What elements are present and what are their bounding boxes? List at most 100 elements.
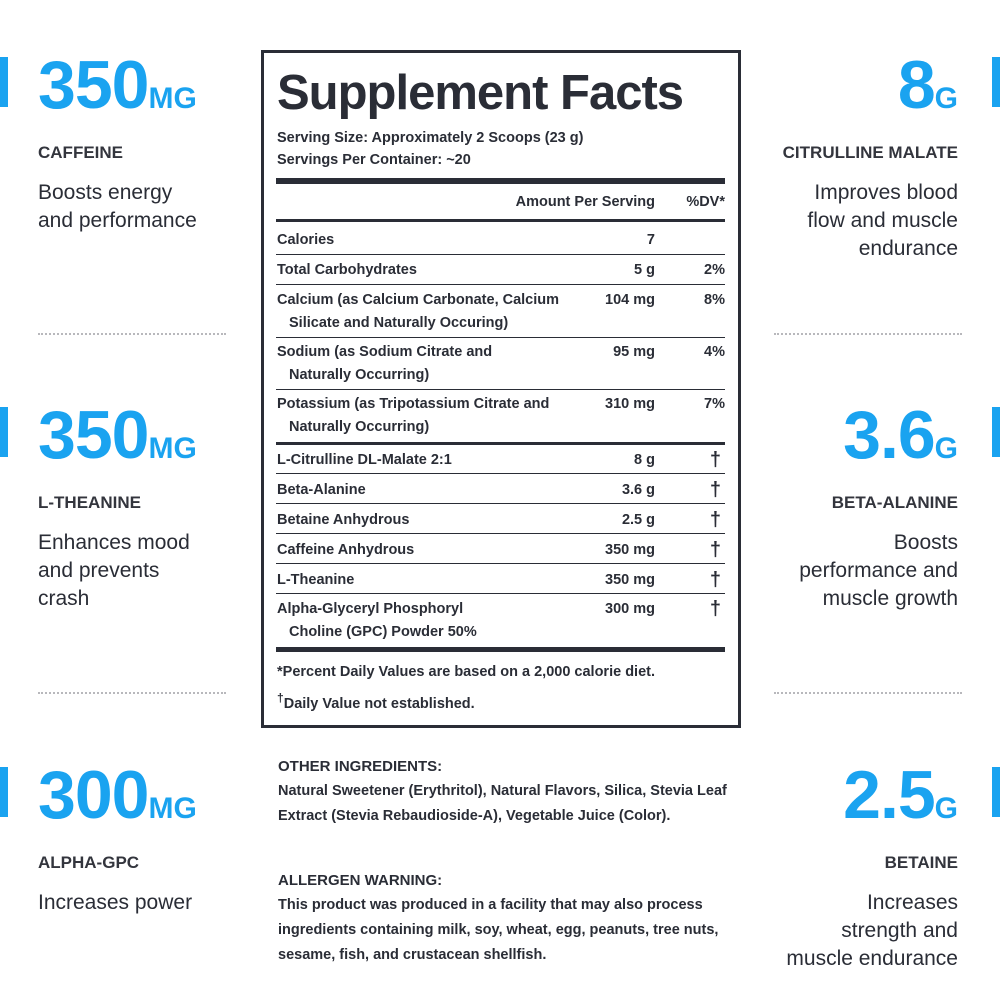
stat-name: BETAINE (884, 853, 958, 872)
stat-block: 2.5G BETAINE Increases strength and muscle e… (728, 761, 958, 973)
stat-unit: G (934, 432, 958, 465)
stat-value: 300MG (38, 761, 268, 839)
stat-description: Enhances mood and prevents crash (38, 529, 268, 613)
daily-value: † (709, 598, 721, 620)
nutrient-name-line: Caffeine Anhydrous (277, 542, 415, 558)
dv-header: %DV* (686, 194, 725, 210)
daily-value: † (709, 539, 721, 561)
stat-value: 8G (728, 51, 958, 129)
description-line: Boosts (893, 531, 958, 554)
rule (276, 563, 725, 564)
nutrient-name-line: Sodium (as Sodium Citrate and (277, 344, 493, 360)
amount: 5 g (634, 262, 655, 278)
stat-unit: MG (148, 792, 197, 825)
nutrient-name: Calcium (as Calcium Carbonate, Calcium Si… (277, 289, 587, 335)
accent-bar (992, 57, 1000, 107)
nutrient-name-line: Naturally Occurring) (289, 419, 430, 435)
amount: 7 (646, 232, 655, 248)
rule (276, 442, 725, 445)
description-line: strength and (841, 919, 958, 942)
nutrient-name-line: Potassium (as Tripotassium Citrate and (277, 396, 550, 412)
divider (38, 333, 226, 335)
rule (276, 593, 725, 594)
allergen-warning: ALLERGEN WARNING: This product was produ… (278, 868, 728, 968)
panel-title: Supplement Facts (277, 66, 684, 120)
stat-value: 350MG (38, 51, 268, 129)
amount: 104 mg (605, 292, 655, 308)
stat-description: Increases strength and muscle endurance (728, 889, 958, 973)
stat-name: L-THEANINE (38, 493, 141, 512)
daily-value: 2% (704, 262, 725, 278)
description-line: crash (38, 587, 90, 610)
serving-size: Serving Size: Approximately 2 Scoops (23… (277, 130, 584, 146)
stat-description: Boosts performance and muscle growth (728, 529, 958, 613)
servings-per-container: Servings Per Container: ~20 (277, 152, 471, 168)
footnote-text: Daily Value not established. (283, 695, 475, 712)
allergen-text: This product was produced in a facility … (278, 897, 719, 963)
other-ingredients: OTHER INGREDIENTS: Natural Sweetener (Er… (278, 754, 728, 829)
stat-number: 350 (38, 397, 149, 473)
description-line: and performance (38, 209, 197, 232)
stat-name: ALPHA-GPC (38, 853, 140, 872)
accent-bar (992, 767, 1000, 817)
stat-unit: MG (148, 432, 197, 465)
rule (276, 473, 725, 474)
amount-header: Amount Per Serving (515, 194, 655, 210)
description-line: Increases (866, 891, 958, 914)
nutrient-name-line: Calcium (as Calcium Carbonate, Calcium (277, 292, 560, 308)
stat-name: CAFFEINE (38, 143, 123, 162)
nutrient-name-line: Naturally Occurring) (289, 367, 430, 383)
description-line: Increases power (38, 891, 193, 914)
stat-block: 300MG ALPHA-GPC Increases power (38, 761, 268, 917)
nutrient-name-line: Calories (277, 232, 335, 248)
rule (276, 254, 725, 255)
thick-rule (276, 647, 725, 652)
stat-number: 2.5 (843, 757, 936, 833)
nutrient-name: Sodium (as Sodium Citrate and Naturally O… (277, 341, 587, 387)
description-line: performance and (799, 559, 958, 582)
nutrient-name: Potassium (as Tripotassium Citrate and Na… (277, 393, 587, 439)
divider (774, 692, 962, 694)
footnote-dagger: †Daily Value not established. (277, 691, 475, 712)
description-line: muscle growth (822, 587, 958, 610)
accent-bar (0, 407, 8, 457)
daily-value: † (709, 569, 721, 591)
stat-value: 2.5G (728, 761, 958, 839)
rule (276, 337, 725, 338)
daily-value: † (709, 509, 721, 531)
stat-number: 3.6 (843, 397, 936, 473)
amount: 95 mg (613, 344, 655, 360)
stat-description: Increases power (38, 889, 268, 917)
divider (38, 692, 226, 694)
description-line: muscle endurance (786, 947, 958, 970)
stat-unit: G (934, 792, 958, 825)
nutrient-name: Total Carbohydrates (277, 259, 587, 282)
stat-number: 8 (897, 47, 936, 123)
stat-value: 3.6G (728, 401, 958, 479)
thick-rule (276, 178, 725, 184)
amount: 310 mg (605, 396, 655, 412)
divider (774, 333, 962, 335)
description-line: endurance (858, 237, 958, 260)
allergen-heading: ALLERGEN WARNING: (278, 872, 443, 889)
stat-description: Improves blood flow and muscle endurance (728, 179, 958, 263)
stat-block: 3.6G BETA-ALANINE Boosts performance and mus… (728, 401, 958, 613)
dagger-mark: † (277, 691, 284, 705)
daily-value: 7% (704, 396, 725, 412)
nutrient-name-line: Total Carbohydrates (277, 262, 417, 278)
stat-number: 300 (38, 757, 149, 833)
stat-block: 350MG CAFFEINE Boosts energy and performanc… (38, 51, 268, 235)
amount: 350 mg (605, 572, 655, 588)
stat-value: 350MG (38, 401, 268, 479)
other-ingredients-text: Natural Sweetener (Erythritol), Natural … (278, 783, 727, 824)
nutrient-name-line: Beta-Alanine (277, 482, 366, 498)
rule (276, 503, 725, 504)
rule (276, 533, 725, 534)
daily-value: † (709, 479, 721, 501)
nutrient-name-line: L-Theanine (277, 572, 355, 588)
amount: 8 g (634, 452, 655, 468)
nutrient-name: Betaine Anhydrous (277, 509, 587, 532)
nutrient-name: Beta-Alanine (277, 479, 587, 502)
nutrient-name: Alpha-Glyceryl Phosphoryl Choline (GPC) P… (277, 598, 587, 644)
amount: 300 mg (605, 601, 655, 617)
